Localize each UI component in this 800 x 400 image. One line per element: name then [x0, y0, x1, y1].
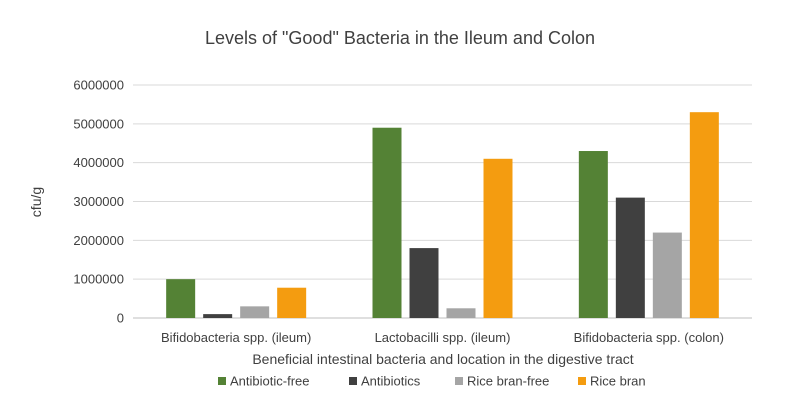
- y-tick-label: 4000000: [73, 155, 124, 170]
- y-tick-label: 1000000: [73, 272, 124, 287]
- legend-swatch: [578, 377, 586, 385]
- bars: [166, 112, 719, 318]
- bar: [240, 306, 270, 318]
- legend-swatch: [218, 377, 226, 385]
- gridlines: [133, 84, 752, 319]
- bar: [446, 308, 476, 318]
- y-tick-label: 6000000: [73, 78, 124, 93]
- bar: [203, 314, 233, 318]
- legend-swatch: [455, 377, 463, 385]
- legend-swatch: [349, 377, 357, 385]
- bar: [166, 279, 196, 318]
- x-axis-title: Beneficial intestinal bacteria and locat…: [252, 351, 633, 367]
- y-tick-label: 3000000: [73, 194, 124, 209]
- y-tick-label: 0: [117, 311, 124, 326]
- bar: [409, 248, 439, 318]
- bar: [689, 112, 719, 318]
- x-tick-label: Bifidobacteria spp. (colon): [574, 330, 724, 345]
- x-tick-label: Bifidobacteria spp. (ileum): [161, 330, 311, 345]
- bar: [483, 158, 513, 318]
- x-tick-labels: Bifidobacteria spp. (ileum) Lactobacilli …: [161, 330, 724, 345]
- legend: Antibiotic-free Antibiotics Rice bran-free…: [218, 374, 646, 389]
- bar: [615, 197, 645, 318]
- legend-label: Rice bran: [590, 374, 646, 389]
- chart-title: Levels of "Good" Bacteria in the Ileum a…: [205, 28, 595, 48]
- y-tick-label: 5000000: [73, 116, 124, 131]
- y-axis-title: cfu/g: [28, 187, 44, 217]
- legend-item: Antibiotics: [349, 374, 421, 389]
- legend-label: Antibiotics: [361, 374, 421, 389]
- bar: [372, 127, 402, 318]
- y-tick-labels: 0 1000000 2000000 3000000 4000000 5000000 6000…: [73, 78, 124, 326]
- x-tick-label: Lactobacilli spp. (ileum): [375, 330, 511, 345]
- bar: [578, 151, 608, 318]
- bar: [277, 287, 307, 318]
- bar: [652, 232, 682, 318]
- legend-label: Rice bran-free: [467, 374, 549, 389]
- legend-label: Antibiotic-free: [230, 374, 309, 389]
- legend-item: Antibiotic-free: [218, 374, 309, 389]
- y-tick-label: 2000000: [73, 233, 124, 248]
- legend-item: Rice bran-free: [455, 374, 549, 389]
- legend-item: Rice bran: [578, 374, 646, 389]
